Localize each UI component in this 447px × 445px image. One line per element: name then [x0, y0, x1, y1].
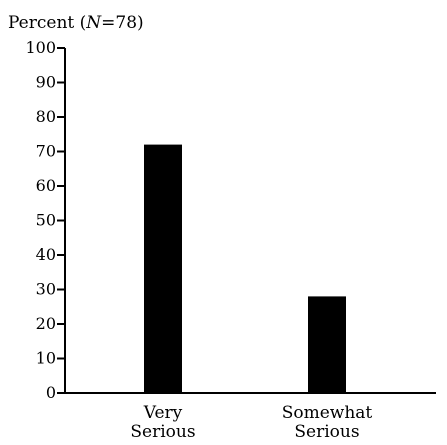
axes: 0 10 20 30 40 50 60 70 80 90 100 [25, 38, 436, 402]
y-tick-label-100: 100 [25, 38, 56, 57]
y-tick-label-70: 70 [36, 142, 56, 161]
category-label-somewhat-serious-line-1: Somewhat [282, 403, 373, 423]
y-tick-label-60: 60 [36, 176, 56, 195]
category-label-very-serious-line-1: Very [143, 403, 183, 423]
chart-title-prefix: Percent ( [8, 13, 86, 33]
bars [144, 144, 346, 393]
y-tick-label-20: 20 [36, 314, 56, 333]
y-tick-label-90: 90 [36, 73, 56, 92]
bar-very-serious [144, 144, 182, 393]
category-label-somewhat-serious-line-2: Serious [294, 422, 359, 442]
bar-somewhat-serious [308, 296, 346, 393]
y-tick-label-10: 10 [36, 349, 56, 368]
y-tick-label-50: 50 [36, 211, 56, 230]
chart-title: Percent (N=78) [8, 13, 144, 33]
category-label-very-serious-line-2: Serious [130, 422, 195, 442]
chart-title-n-symbol: N [85, 13, 102, 33]
y-tick-label-40: 40 [36, 245, 56, 264]
chart-title-suffix: =78) [101, 13, 144, 33]
y-tick-label-80: 80 [36, 107, 56, 126]
y-tick-label-30: 30 [36, 280, 56, 299]
y-tick-label-0: 0 [46, 383, 56, 402]
